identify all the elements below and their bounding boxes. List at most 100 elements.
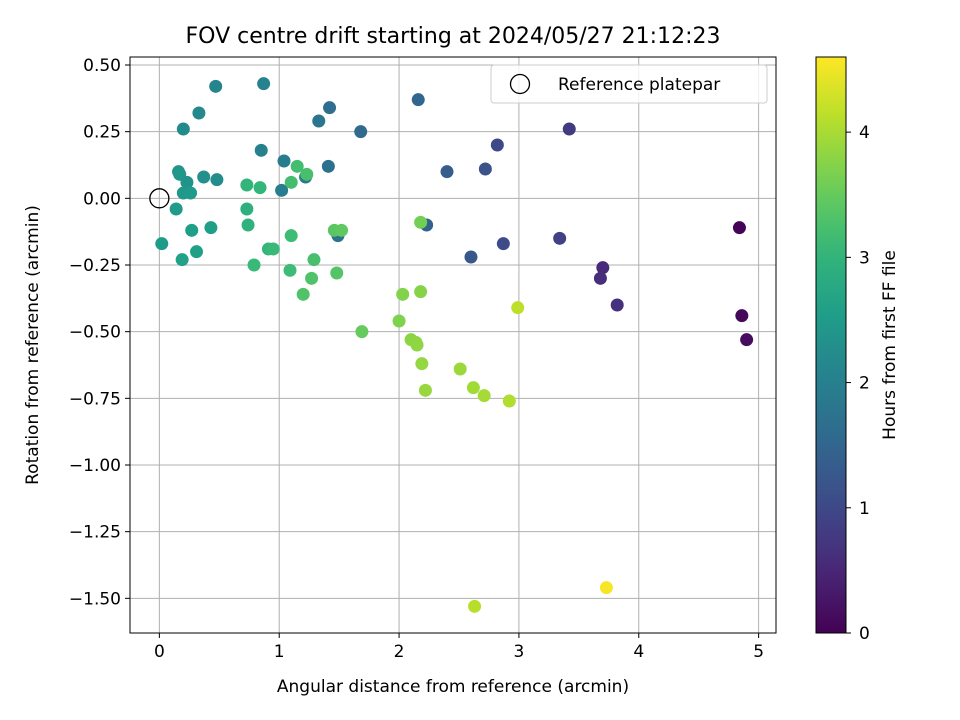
data-point <box>290 159 304 173</box>
x-axis-label: Angular distance from reference (arcmin) <box>277 677 629 697</box>
data-point <box>240 202 254 216</box>
data-point <box>323 101 337 115</box>
data-point <box>414 285 428 299</box>
data-point <box>300 167 314 181</box>
x-tick-label: 0 <box>154 642 165 662</box>
data-point <box>275 183 289 197</box>
data-point <box>190 245 204 259</box>
legend: Reference platepar <box>490 64 768 104</box>
data-point <box>468 599 482 613</box>
x-axis-ticks: 0 1 2 3 4 5 <box>154 633 764 662</box>
legend-label: Reference platepar <box>558 75 720 95</box>
data-point <box>335 223 349 237</box>
colorbar-gradient <box>815 56 847 634</box>
data-point <box>284 229 298 243</box>
data-point <box>354 125 368 139</box>
colorbar-ticks: 0 1 2 3 4 <box>846 123 870 644</box>
data-point <box>610 298 624 312</box>
data-point <box>392 314 406 328</box>
data-point <box>453 362 467 376</box>
colorbar-tick-label: 2 <box>859 374 870 394</box>
data-point <box>466 381 480 395</box>
x-tick-label: 3 <box>514 642 525 662</box>
y-tick-label: −0.25 <box>69 256 121 276</box>
data-point <box>240 178 254 192</box>
data-point <box>169 202 183 216</box>
data-point <box>330 266 344 280</box>
data-point <box>296 287 310 301</box>
data-point <box>477 389 491 403</box>
colorbar-tick-label: 1 <box>859 499 870 519</box>
data-point <box>490 138 504 152</box>
y-tick-label: −1.00 <box>69 456 121 476</box>
data-point <box>192 106 206 120</box>
data-point <box>241 218 255 232</box>
data-point <box>735 309 749 323</box>
grid-lines <box>130 57 776 633</box>
data-point <box>307 253 321 267</box>
data-point <box>440 165 454 179</box>
data-point <box>496 237 510 251</box>
data-point <box>562 122 576 136</box>
x-tick-label: 2 <box>394 642 405 662</box>
x-tick-label: 5 <box>753 642 764 662</box>
data-point <box>277 154 291 168</box>
y-tick-label: −1.50 <box>69 589 121 609</box>
y-tick-label: −0.50 <box>69 323 121 343</box>
data-point <box>173 167 187 181</box>
colorbar-tick-label: 4 <box>859 123 870 143</box>
data-point <box>209 79 223 93</box>
y-tick-label: 0.25 <box>83 123 121 143</box>
colorbar-tick-label: 3 <box>859 248 870 268</box>
y-axis-label: Rotation from reference (arcmin) <box>23 205 43 485</box>
colorbar-label: Hours from first FF file <box>880 250 900 440</box>
data-point <box>185 223 199 237</box>
data-point <box>464 250 478 264</box>
legend-box <box>490 64 768 104</box>
data-point <box>253 181 267 195</box>
data-point <box>247 258 261 272</box>
data-point <box>284 175 298 189</box>
x-tick-label: 1 <box>274 642 285 662</box>
y-tick-label: −0.75 <box>69 389 121 409</box>
data-point <box>415 357 429 371</box>
data-point <box>478 162 492 176</box>
data-point <box>396 287 410 301</box>
data-point <box>553 231 567 245</box>
data-point <box>355 325 369 339</box>
data-point <box>184 186 198 200</box>
y-axis-ticks: 0.50 0.25 0.00 −0.25 −0.50 −0.75 −1.00 −1.25 −1.… <box>69 56 130 609</box>
reference-platepar-marker <box>149 188 170 209</box>
data-point <box>740 333 754 347</box>
data-points <box>149 77 754 613</box>
y-tick-label: −1.25 <box>69 523 121 543</box>
data-point <box>418 383 432 397</box>
data-point <box>197 170 211 184</box>
data-point <box>732 221 746 235</box>
data-point <box>599 581 613 595</box>
data-point <box>414 215 428 229</box>
data-point <box>283 263 297 277</box>
data-point <box>312 114 326 128</box>
legend-marker-open-circle <box>509 73 531 95</box>
data-point <box>254 143 268 157</box>
data-point <box>175 253 189 267</box>
data-point <box>511 301 525 315</box>
data-point <box>266 242 280 256</box>
data-point <box>502 394 516 408</box>
y-tick-label: 0.00 <box>83 189 121 209</box>
data-point <box>204 221 218 235</box>
data-point <box>593 271 607 285</box>
data-point <box>411 93 425 107</box>
data-point <box>596 261 610 275</box>
data-point <box>176 122 190 136</box>
chart-title: FOV centre drift starting at 2024/05/27 … <box>186 24 721 49</box>
data-point <box>305 271 319 285</box>
plot-area-frame <box>129 56 777 634</box>
data-point <box>155 237 169 251</box>
colorbar: 0 1 2 3 4 Hours from first FF file <box>815 56 900 644</box>
data-point <box>410 338 424 352</box>
colorbar-tick-label: 0 <box>859 624 870 644</box>
data-point <box>210 173 224 187</box>
